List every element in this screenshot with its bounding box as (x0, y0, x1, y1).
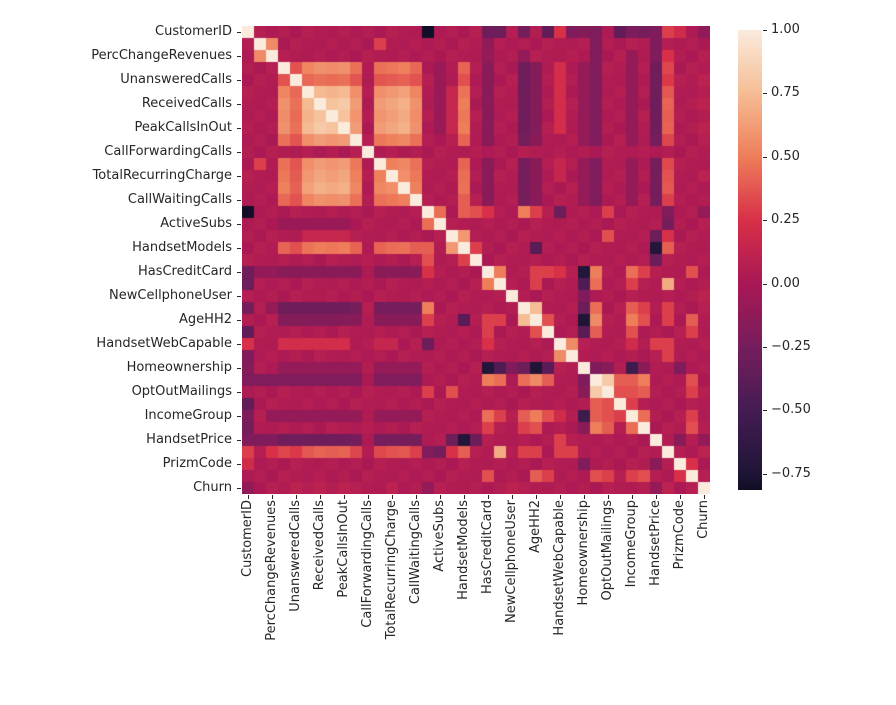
y-tick-mark (237, 32, 241, 33)
y-tick-label: NewCellphoneUser (109, 288, 232, 303)
x-tick-mark (632, 495, 633, 499)
x-tick-mark (680, 495, 681, 499)
y-tick-label: AgeHH2 (179, 312, 232, 327)
y-tick-mark (237, 296, 241, 297)
x-tick-mark (464, 495, 465, 499)
colorbar-tick-mark (763, 30, 767, 31)
y-tick-mark (237, 152, 241, 153)
colorbar-tick-mark (763, 473, 767, 475)
colorbar-tick-label: −0.50 (771, 402, 811, 418)
x-tick-label: NewCellphoneUser (504, 500, 519, 623)
x-tick-label: HasCreditCard (480, 500, 495, 595)
y-tick-label: CustomerID (155, 24, 232, 39)
x-tick-label: PeakCallsInOut (336, 500, 351, 598)
colorbar-tick-mark (763, 220, 767, 222)
y-tick-mark (237, 200, 241, 201)
y-tick-label: CallForwardingCalls (104, 144, 232, 159)
y-tick-mark (237, 416, 241, 417)
y-tick-mark (237, 464, 241, 465)
x-tick-mark (416, 495, 417, 499)
y-tick-mark (237, 176, 241, 177)
y-tick-mark (237, 368, 241, 369)
y-tick-label: UnansweredCalls (120, 72, 232, 87)
colorbar-tick-mark (763, 93, 767, 95)
x-tick-mark (704, 495, 705, 499)
x-tick-mark (488, 495, 489, 499)
x-tick-mark (608, 495, 609, 499)
x-tick-label: UnansweredCalls (288, 500, 303, 612)
x-tick-label: PercChangeRevenues (264, 500, 279, 641)
y-tick-label: CallWaitingCalls (127, 192, 232, 207)
x-tick-mark (536, 495, 537, 499)
x-tick-mark (344, 495, 345, 499)
x-tick-label: CallForwardingCalls (360, 500, 375, 628)
colorbar-tick-label: −0.75 (771, 465, 811, 481)
y-tick-label: ReceivedCalls (141, 96, 232, 111)
y-tick-label: PeakCallsInOut (134, 120, 232, 135)
x-tick-label: PrizmCode (672, 500, 687, 570)
colorbar-tick-mark (763, 346, 767, 348)
y-tick-label: PrizmCode (162, 456, 232, 471)
y-tick-mark (237, 272, 241, 273)
x-tick-mark (248, 495, 249, 499)
x-tick-mark (512, 495, 513, 499)
y-tick-label: IncomeGroup (144, 408, 232, 423)
y-tick-label: Churn (193, 480, 232, 495)
y-tick-label: HandsetModels (132, 240, 232, 255)
x-tick-label: CustomerID (240, 500, 255, 577)
x-tick-label: Churn (696, 500, 711, 539)
y-tick-mark (237, 320, 241, 321)
y-tick-mark (237, 488, 241, 489)
y-tick-label: HandsetWebCapable (96, 336, 232, 351)
colorbar-tick-label: 0.25 (771, 212, 800, 228)
x-tick-label: TotalRecurringCharge (384, 500, 399, 640)
colorbar-tick-label: 1.00 (771, 22, 800, 37)
colorbar-tick-mark (763, 410, 767, 412)
x-tick-mark (320, 495, 321, 499)
x-tick-mark (560, 495, 561, 499)
y-tick-mark (237, 344, 241, 345)
y-tick-label: HandsetPrice (146, 432, 232, 447)
x-tick-label: Homeownership (576, 500, 591, 606)
colorbar-tick-label: −0.25 (771, 338, 811, 354)
y-tick-mark (237, 440, 241, 441)
x-tick-label: ActiveSubs (432, 500, 447, 572)
x-tick-label: CallWaitingCalls (408, 500, 423, 605)
colorbar-tick-label: 0.50 (771, 148, 800, 164)
y-tick-mark (237, 80, 241, 81)
y-tick-mark (237, 392, 241, 393)
y-tick-label: ActiveSubs (160, 216, 232, 231)
x-tick-mark (584, 495, 585, 499)
colorbar-tick-mark (763, 156, 767, 158)
y-tick-label: TotalRecurringCharge (92, 168, 232, 183)
x-tick-mark (392, 495, 393, 499)
x-tick-mark (296, 495, 297, 499)
colorbar-tick-label: 0.75 (771, 85, 800, 101)
y-tick-mark (237, 248, 241, 249)
x-tick-mark (440, 495, 441, 499)
y-tick-mark (237, 224, 241, 225)
colorbar (738, 30, 762, 490)
y-tick-label: PercChangeRevenues (91, 48, 232, 63)
x-tick-mark (368, 495, 369, 499)
x-tick-label: IncomeGroup (624, 500, 639, 588)
x-tick-label: OptOutMailings (600, 500, 615, 601)
colorbar-tick-label: 0.00 (771, 275, 800, 291)
x-tick-label: HandsetModels (456, 500, 471, 600)
x-tick-label: ReceivedCalls (312, 500, 327, 591)
x-tick-mark (656, 495, 657, 499)
colorbar-tick-mark (763, 283, 767, 285)
y-tick-label: HasCreditCard (137, 264, 232, 279)
y-tick-mark (237, 56, 241, 57)
y-tick-label: Homeownership (126, 360, 232, 375)
y-tick-mark (237, 128, 241, 129)
y-tick-mark (237, 104, 241, 105)
x-tick-mark (272, 495, 273, 499)
x-tick-label: HandsetWebCapable (552, 500, 567, 636)
x-tick-label: AgeHH2 (528, 500, 543, 553)
x-tick-label: HandsetPrice (648, 500, 663, 586)
y-tick-label: OptOutMailings (131, 384, 232, 399)
heatmap-canvas (242, 26, 710, 494)
